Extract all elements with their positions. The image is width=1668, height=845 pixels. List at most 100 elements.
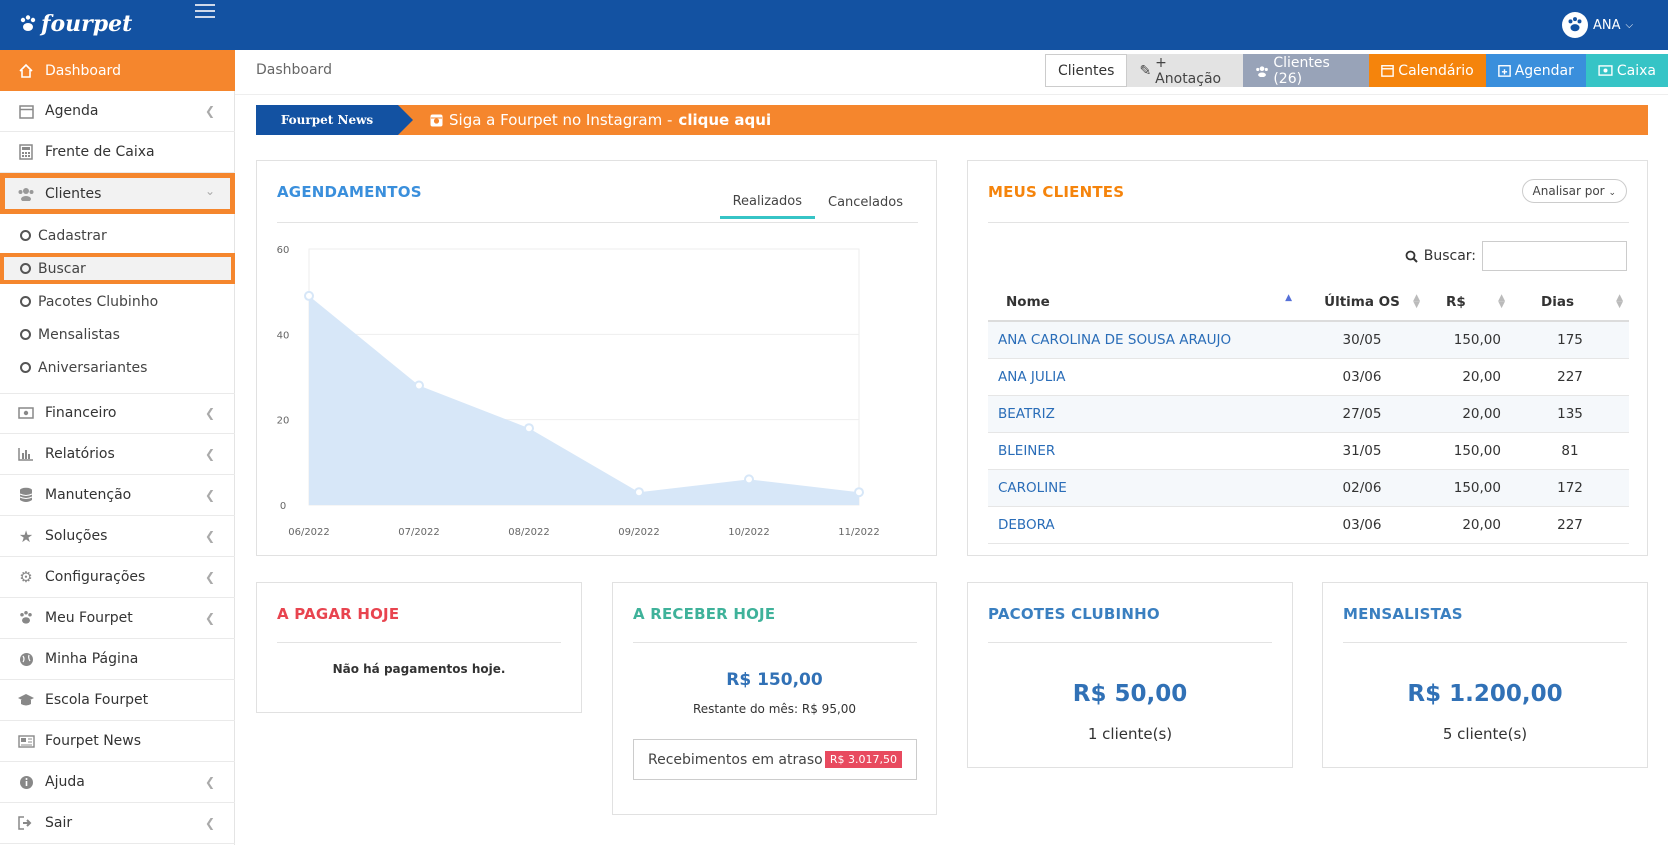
clientes-panel: MEUS CLIENTES Analisar por ⌄ Buscar: Nom… xyxy=(967,160,1648,556)
agendamentos-panel: AGENDAMENTOS Realizados Cancelados 0 20 40… xyxy=(256,160,937,556)
sidebar-subitem-pacotes-clubinho[interactable]: Pacotes Clubinho xyxy=(0,286,235,317)
sidebar-item-meu-fourpet[interactable]: Meu Fourpet ❮ xyxy=(0,598,235,639)
users-icon xyxy=(1256,65,1269,77)
dias-cell: 227 xyxy=(1511,358,1629,396)
sidebar-subitem-buscar[interactable]: Buscar xyxy=(0,253,235,284)
divider xyxy=(235,94,1668,95)
chevron-left-icon: ❮ xyxy=(204,447,215,461)
calendar-icon xyxy=(1381,65,1395,77)
sidebar-item-minha-pagina[interactable]: Minha Página xyxy=(0,639,235,680)
sidebar-subitem-mensalistas[interactable]: Mensalistas xyxy=(0,319,235,350)
caixa-button[interactable]: Caixa xyxy=(1585,54,1668,87)
cliente-name-link[interactable]: BEATRIZ xyxy=(988,395,1298,433)
edit-icon: ✎ xyxy=(1139,62,1152,79)
panel-title: AGENDAMENTOS xyxy=(277,183,422,201)
dias-cell: 172 xyxy=(1511,469,1629,507)
sidebar-item-label: Sair xyxy=(45,815,73,831)
top-bar: fourpet ANA ⌵ xyxy=(0,0,1668,50)
sidebar-item-frente-de-caixa[interactable]: Frente de Caixa xyxy=(0,132,235,173)
divider xyxy=(1343,642,1627,643)
info-icon xyxy=(17,773,35,791)
calendar-plus-icon xyxy=(1497,65,1511,77)
cliente-name-link[interactable]: DEBORA xyxy=(988,506,1298,544)
divider xyxy=(0,393,235,394)
table-header-row: Nome ▲ Última OS ▲ ▼ R$ ▲ ▼ Dias ▲ ▼ xyxy=(988,283,1629,322)
sidebar-item-escola-fourpet[interactable]: Escola Fourpet xyxy=(0,680,235,721)
agendar-button[interactable]: Agendar xyxy=(1485,54,1586,87)
paw-logo-icon xyxy=(20,15,36,31)
sidebar-item-manutencao[interactable]: Manutenção ❮ xyxy=(0,475,235,516)
sidebar-item-configuracoes[interactable]: ⚙ Configurações ❮ xyxy=(0,557,235,598)
calendar-icon xyxy=(17,102,35,120)
divider xyxy=(277,642,561,643)
x-tick-label: 10/2022 xyxy=(728,527,770,538)
button-label: + Anotação xyxy=(1155,54,1222,87)
panel-title: A RECEBER HOJE xyxy=(633,605,776,623)
chevron-left-icon: ❮ xyxy=(204,104,215,118)
column-header-dias[interactable]: Dias ▲ ▼ xyxy=(1511,283,1629,322)
sidebar-item-relatorios[interactable]: Relatórios ❮ xyxy=(0,434,235,475)
menu-toggle-icon[interactable] xyxy=(195,4,215,18)
recebimentos-atraso-button[interactable]: Recebimentos em atraso R$ 3.017,50 xyxy=(633,739,917,780)
sidebar-item-label: Fourpet News xyxy=(45,733,142,749)
calendario-button[interactable]: Calendário xyxy=(1369,54,1486,87)
sidebar-item-label: Financeiro xyxy=(45,405,117,421)
sidebar-item-dashboard[interactable]: Dashboard xyxy=(0,50,235,91)
clientes-count-button[interactable]: Clientes (26) xyxy=(1243,54,1370,87)
sidebar-item-solucoes[interactable]: ★ Soluções ❮ xyxy=(0,516,235,557)
sidebar-item-label: Configurações xyxy=(45,569,146,585)
button-label: Caixa xyxy=(1616,62,1656,79)
column-label: Dias xyxy=(1541,293,1574,310)
news-link[interactable]: Siga a Fourpet no Instagram - clique aqu… xyxy=(430,111,771,129)
sidebar-item-sair[interactable]: Sair ❮ xyxy=(0,803,235,844)
column-label: R$ xyxy=(1446,293,1466,310)
sidebar-subitem-cadastrar[interactable]: Cadastrar xyxy=(0,220,235,251)
valor-cell: 150,00 xyxy=(1426,321,1511,359)
sidebar-subitem-aniversariantes[interactable]: Aniversariantes xyxy=(0,352,235,383)
column-header-valor[interactable]: R$ ▲ ▼ xyxy=(1426,283,1511,322)
search-input[interactable] xyxy=(1482,241,1627,271)
cliente-name-link[interactable]: BLEINER xyxy=(988,432,1298,470)
ultima-os-cell: 03/06 xyxy=(1298,358,1426,396)
money-icon xyxy=(17,404,35,422)
clubinho-count: 1 cliente(s) xyxy=(1087,725,1173,743)
chevron-left-icon: ❮ xyxy=(204,775,215,789)
chevron-down-icon: ⌵ xyxy=(1625,19,1634,31)
button-label: Analisar por xyxy=(1532,184,1605,198)
sidebar-item-label: Escola Fourpet xyxy=(45,692,149,708)
clientes-button[interactable]: Clientes xyxy=(1045,54,1128,87)
sidebar: Dashboard Agenda ❮ Frente de Caixa Clien… xyxy=(0,50,235,845)
sidebar-item-agenda[interactable]: Agenda ❮ xyxy=(0,91,235,132)
home-icon xyxy=(17,62,35,80)
dias-cell: 81 xyxy=(1511,432,1629,470)
cliente-name-link[interactable]: ANA CAROLINA DE SOUSA ARAUJO xyxy=(988,321,1298,359)
news-tag: Fourpet News xyxy=(256,105,413,135)
x-tick-label: 06/2022 xyxy=(288,527,330,538)
graduation-cap-icon xyxy=(17,691,35,709)
sort-icon: ▲ ▼ xyxy=(1498,293,1505,310)
chevron-left-icon: ❮ xyxy=(204,570,215,584)
sidebar-item-clientes[interactable]: Clientes ⌄ xyxy=(0,173,235,214)
table-row: CAROLINE 02/06 150,00 172 xyxy=(988,469,1629,507)
user-name: ANA xyxy=(1593,17,1621,33)
column-header-ultima-os[interactable]: Última OS ▲ ▼ xyxy=(1298,283,1426,322)
data-point xyxy=(744,474,754,485)
column-header-nome[interactable]: Nome ▲ xyxy=(988,283,1298,322)
sidebar-item-financeiro[interactable]: Financeiro ❮ xyxy=(0,393,235,434)
cliente-name-link[interactable]: ANA JULIA xyxy=(988,358,1298,396)
analisar-por-button[interactable]: Analisar por ⌄ xyxy=(1521,179,1627,203)
sidebar-item-ajuda[interactable]: Ajuda ❮ xyxy=(0,762,235,803)
paw-icon xyxy=(17,609,35,627)
logo[interactable]: fourpet xyxy=(18,11,132,37)
tab-realizados[interactable]: Realizados xyxy=(719,186,815,219)
x-tick-label: 08/2022 xyxy=(508,527,550,538)
subitem-label: Buscar xyxy=(38,260,86,277)
user-menu[interactable]: ANA ⌵ xyxy=(1562,12,1633,38)
subitem-label: Pacotes Clubinho xyxy=(38,293,159,310)
valor-cell: 20,00 xyxy=(1426,506,1511,544)
tab-cancelados[interactable]: Cancelados xyxy=(828,195,903,210)
cliente-name-link[interactable]: CAROLINE xyxy=(988,469,1298,507)
paw-icon xyxy=(1568,17,1582,32)
add-note-button[interactable]: ✎ + Anotação xyxy=(1127,54,1244,87)
sidebar-item-fourpet-news[interactable]: Fourpet News xyxy=(0,721,235,762)
